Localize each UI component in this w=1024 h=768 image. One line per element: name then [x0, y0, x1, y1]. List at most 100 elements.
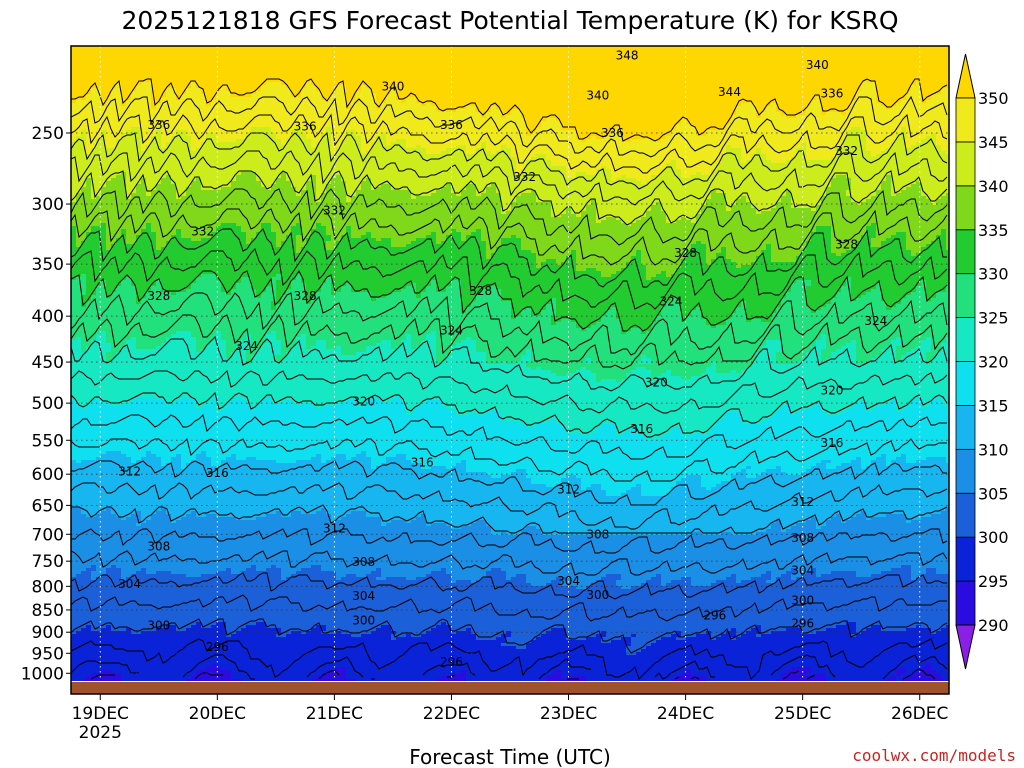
- band-cell: [511, 364, 517, 422]
- band-cell: [116, 517, 122, 569]
- band-cell: [726, 211, 732, 260]
- band-cell: [151, 574, 157, 632]
- band-cell: [271, 628, 277, 681]
- band-cell: [846, 190, 852, 197]
- band-cell: [601, 535, 607, 578]
- colorbar-label: 325: [978, 309, 1009, 328]
- band-cell: [311, 565, 317, 629]
- colorbar-label: 300: [978, 528, 1009, 547]
- band-cell: [571, 322, 577, 374]
- band-cell: [396, 46, 402, 101]
- band-cell: [596, 46, 602, 140]
- band-cell: [491, 286, 497, 365]
- band-cell: [706, 367, 712, 434]
- band-cell: [646, 139, 652, 182]
- band-cell: [81, 460, 87, 515]
- band-cell: [801, 667, 807, 681]
- band-cell: [706, 535, 712, 587]
- contour-line: [71, 336, 948, 392]
- band-cell: [861, 82, 867, 131]
- band-cell: [321, 508, 327, 572]
- band-cell: [376, 517, 382, 569]
- band-cell: [381, 46, 387, 104]
- band-cell: [586, 370, 592, 437]
- band-cell: [796, 208, 802, 257]
- band-cell: [846, 409, 852, 464]
- band-cell: [151, 349, 157, 398]
- band-cell: [596, 322, 602, 383]
- band-cell: [686, 475, 692, 536]
- band-cell: [136, 304, 142, 350]
- contour-label: 320: [820, 383, 843, 397]
- band-cell: [851, 571, 857, 623]
- band-cell: [531, 586, 537, 641]
- band-cell: [271, 460, 277, 515]
- band-cell: [806, 409, 812, 470]
- contour-line: [71, 131, 948, 190]
- colorbar-label: 350: [978, 89, 1009, 108]
- band-cell: [411, 97, 417, 149]
- band-cell: [386, 403, 392, 458]
- band-cell: [146, 196, 152, 224]
- y-tick-label: 400: [32, 307, 64, 327]
- band-cell: [746, 202, 752, 266]
- band-cell: [606, 424, 612, 497]
- contour-label: 300: [586, 588, 609, 602]
- band-cell: [71, 460, 77, 509]
- band-cell: [686, 124, 692, 179]
- band-cell: [576, 217, 582, 272]
- band-cell: [386, 457, 392, 524]
- band-cell: [351, 574, 357, 638]
- band-cell: [496, 412, 502, 479]
- band-cell: [571, 178, 577, 215]
- band-cell: [891, 340, 897, 401]
- band-cell: [251, 172, 257, 239]
- band-cell: [206, 190, 212, 239]
- band-cell: [666, 433, 672, 494]
- band-cell: [381, 526, 387, 581]
- band-cell: [656, 439, 662, 497]
- band-cell: [881, 454, 887, 518]
- band-cell: [451, 634, 457, 674]
- band-cell: [96, 514, 102, 578]
- band-cell: [891, 568, 897, 632]
- band-cell: [491, 478, 497, 536]
- band-cell: [476, 415, 482, 473]
- band-cell: [256, 571, 262, 623]
- band-cell: [901, 46, 907, 101]
- band-cell: [606, 277, 612, 311]
- band-cell: [876, 190, 882, 248]
- band-cell: [326, 250, 332, 278]
- band-cell: [296, 223, 302, 236]
- band-cell: [791, 364, 797, 416]
- band-cell: [431, 331, 437, 401]
- band-cell: [511, 46, 517, 110]
- contour-label: 328: [294, 289, 317, 303]
- band-cell: [281, 358, 287, 404]
- band-cell: [201, 574, 207, 629]
- band-cell: [616, 640, 622, 681]
- band-cell: [286, 88, 292, 140]
- contour-label: 300: [791, 594, 814, 608]
- band-cell: [806, 667, 812, 674]
- colorbar-label: 340: [978, 177, 1009, 196]
- band-cell: [756, 634, 762, 638]
- band-cell: [611, 181, 617, 218]
- band-cell: [391, 634, 397, 641]
- x-tick-label: 26DEC: [891, 704, 948, 724]
- band-cell: [101, 106, 107, 131]
- band-cell: [336, 580, 342, 632]
- band-cell: [801, 208, 807, 251]
- band-cell: [531, 253, 537, 317]
- band-cell: [466, 472, 472, 527]
- band-cell: [856, 364, 862, 404]
- band-cell: [751, 535, 757, 578]
- band-cell: [406, 580, 412, 635]
- band-cell: [516, 469, 522, 536]
- band-cell: [431, 400, 437, 467]
- band-cell: [351, 637, 357, 680]
- contour-label: 304: [791, 563, 814, 577]
- x-tick-label: 22DEC: [423, 704, 480, 724]
- band-cell: [541, 535, 547, 587]
- band-cell: [396, 139, 402, 191]
